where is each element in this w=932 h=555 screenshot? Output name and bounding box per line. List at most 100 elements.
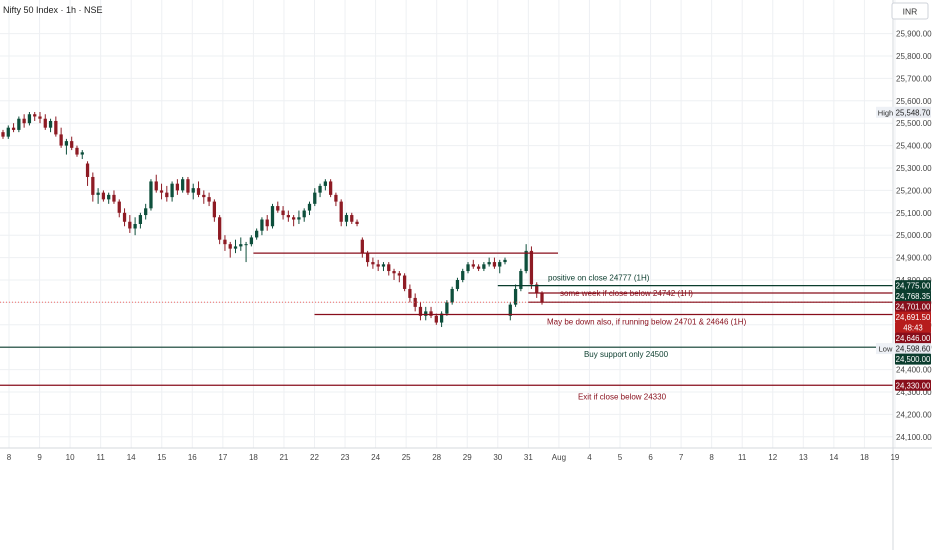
candle-body	[450, 288, 454, 303]
time-tick-label: 10	[66, 453, 75, 462]
time-tick-label: 15	[157, 453, 166, 462]
candle-body	[365, 253, 370, 263]
price-tag-text: 24,775.00	[896, 282, 931, 291]
candle-body	[376, 264, 380, 267]
candle-body	[424, 311, 428, 316]
candle-body	[466, 264, 470, 272]
candle-body	[286, 215, 290, 218]
candle-body	[43, 118, 47, 128]
chart-title: Nifty 50 Index · 1h · NSE	[3, 5, 103, 15]
price-tag: 48:43	[895, 322, 931, 334]
candle-body	[344, 215, 349, 222]
time-tick-label: 28	[432, 453, 441, 462]
candle-body	[529, 250, 534, 285]
price-tag-box	[895, 106, 931, 118]
price-tag: High 25,548.70	[876, 106, 931, 118]
time-axis[interactable]: 8 9 10 11 14 15 16 17 18 21 22 23 24 25 28 29 30 31 Aug 4 5 6…	[0, 447, 932, 462]
time-tick-label: 17	[218, 453, 227, 462]
candle-body	[313, 192, 317, 204]
candle-body	[445, 302, 449, 314]
price-tag: 24,330.00	[895, 379, 931, 391]
time-tick-label: 11	[738, 453, 747, 462]
candle-body	[17, 118, 21, 130]
price-tick-label: 25,700.00	[896, 74, 932, 83]
time-tick-label: 25	[402, 453, 411, 462]
candle-body	[291, 217, 296, 220]
time-tick-label: 16	[188, 453, 197, 462]
candle-body	[455, 280, 460, 289]
price-tag-prefix-bg	[876, 106, 895, 118]
candle-body	[149, 181, 153, 209]
time-tick-label: 31	[524, 453, 533, 462]
time-tick-label: 18	[249, 453, 258, 462]
candle-body	[492, 262, 497, 267]
candle-body	[350, 215, 354, 222]
candle-body	[117, 201, 121, 213]
candle-body	[498, 262, 502, 267]
candle-body	[91, 176, 95, 195]
candle-body	[397, 273, 401, 276]
time-tick-label: 22	[310, 453, 319, 462]
time-tick-label: 14	[829, 453, 838, 462]
price-tag-text: 24,646.00	[896, 334, 931, 343]
candle-body	[535, 284, 539, 294]
candle-body	[239, 244, 243, 247]
candle-body	[355, 221, 359, 224]
candles	[1, 112, 544, 328]
candle-body	[429, 311, 433, 316]
price-tag-box	[895, 353, 931, 365]
price-tag-box	[895, 343, 931, 355]
candle-body	[48, 120, 53, 128]
candle-body	[270, 206, 275, 227]
candle-body	[402, 275, 407, 289]
candle-body	[6, 127, 10, 137]
level-annotation: May be down also, if running below 24701…	[547, 317, 747, 326]
price-tag-prefix: Low	[879, 345, 893, 354]
price-tag-text: 24,768.35	[896, 292, 931, 301]
candle-body	[218, 217, 222, 240]
candle-body	[70, 141, 74, 148]
candle-body	[461, 271, 465, 280]
candle-body	[540, 293, 544, 303]
candle-body	[418, 306, 423, 316]
candle-body	[112, 194, 116, 202]
price-tag-text: 25,548.70	[896, 108, 931, 117]
candle-body	[339, 201, 343, 222]
time-tick-label: 23	[341, 453, 350, 462]
candle-body	[387, 264, 391, 272]
candle-body	[302, 210, 306, 218]
price-tick-label: 25,200.00	[896, 186, 932, 195]
grid	[0, 0, 896, 448]
candle-body	[59, 134, 63, 146]
candle-body	[212, 201, 217, 218]
price-tag-box	[895, 301, 931, 313]
candle-body	[11, 127, 16, 130]
candle-body	[196, 188, 201, 195]
time-tick-label: 18	[860, 453, 869, 462]
price-tag: 24,646.00	[895, 332, 931, 344]
candle-body	[54, 120, 58, 135]
candle-body	[260, 219, 264, 231]
candle-body	[64, 141, 69, 146]
time-tick-label: 9	[37, 453, 42, 462]
time-tick-label: 19	[890, 453, 899, 462]
time-tick-label: 6	[648, 453, 653, 462]
price-tick-label: 25,000.00	[896, 231, 932, 240]
price-tag: 24,775.00	[895, 280, 931, 292]
price-tag-text: 24,701.00	[896, 303, 931, 312]
candle-body	[85, 163, 90, 177]
candle-body	[392, 271, 396, 274]
price-tag-box	[895, 280, 931, 292]
candle-body	[96, 192, 100, 195]
currency-box[interactable]: INR	[891, 2, 929, 20]
candle-body	[165, 192, 169, 198]
price-axis[interactable]: 24,100.00 24,200.00 24,300.00 24,400.00 24,5…	[892, 0, 932, 550]
price-tick-label: 24,900.00	[896, 254, 932, 263]
candle-body	[513, 288, 518, 305]
candle-body	[255, 230, 259, 238]
candle-body	[371, 262, 375, 265]
price-tag-text: 24,330.00	[896, 381, 931, 390]
candle-body	[360, 239, 364, 254]
